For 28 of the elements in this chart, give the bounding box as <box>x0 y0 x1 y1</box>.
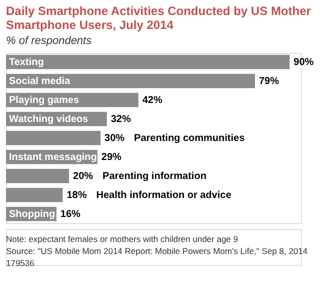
data-label: 30% <box>104 133 125 144</box>
y-tick-label: Parenting information <box>102 170 206 182</box>
y-tick-label: Texting <box>9 57 44 68</box>
data-label: 18% <box>66 190 87 201</box>
bar <box>6 188 63 202</box>
bar <box>6 54 290 70</box>
bar <box>6 168 70 184</box>
data-label: 20% <box>73 170 94 182</box>
y-tick-label: Health information or advice <box>96 190 232 201</box>
text: 179536 <box>6 258 35 268</box>
source-note: Source: "US Mobile Mom 2014 Report: Mobile Powers Mom's Life," Sep 8, 2014 <box>6 246 308 256</box>
data-label: 90% <box>294 57 314 68</box>
data-label: 32% <box>110 114 131 126</box>
text: Note: expectant females or mothers with children under age 9 <box>6 234 238 244</box>
chart-title: Daily Smartphone Activities Conducted by US Mother Smartphone Users, July 2014 <box>6 4 312 32</box>
data-label: 16% <box>60 208 81 220</box>
y-tick-label: Shopping <box>9 208 56 220</box>
y-tick-label: Playing games <box>9 95 80 106</box>
data-label: 29% <box>101 152 122 163</box>
y-tick-label: Watching videos <box>9 114 89 126</box>
y-tick-label: Parenting communities <box>134 133 246 144</box>
data-label: 42% <box>142 95 162 106</box>
y-tick-label: Instant messaging <box>9 152 97 163</box>
bar <box>6 74 255 88</box>
y-tick-label: Social media <box>9 76 71 88</box>
data-label: 79% <box>258 76 280 88</box>
chart-subtitle: % of respondents <box>6 35 92 47</box>
bar <box>6 130 101 146</box>
